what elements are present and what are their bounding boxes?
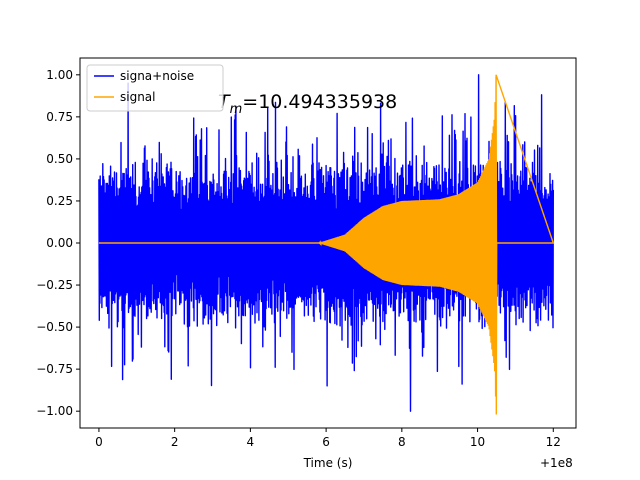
y-tick-label: −1.00 — [36, 404, 73, 418]
y-tick-label: −0.75 — [36, 362, 73, 376]
x-tick-label: 10 — [470, 435, 485, 449]
annotation-subscript: m — [230, 102, 243, 117]
series-signal-line — [98, 74, 555, 415]
legend-label-signa-noise: signa+noise — [120, 69, 194, 83]
x-tick-label: 8 — [398, 435, 406, 449]
merger-time-annotation: Tm=10.494335938 — [218, 91, 397, 117]
y-tick-label: −0.25 — [36, 278, 73, 292]
y-tick-label: 0.75 — [46, 110, 73, 124]
y-tick-label: 0.50 — [46, 152, 73, 166]
y-axis: −1.00 −0.75 −0.50 −0.25 0.00 0.25 0.50 0.75 1.00 — [36, 68, 80, 418]
plot-area — [98, 74, 555, 415]
x-tick-label: 0 — [95, 435, 103, 449]
x-tick-label: 12 — [546, 435, 561, 449]
x-tick-label: 4 — [247, 435, 255, 449]
x-tick-label: 2 — [171, 435, 179, 449]
annotation-value: =10.494335938 — [242, 91, 397, 113]
legend-label-signal: signal — [120, 90, 156, 104]
legend: signa+noise signal — [86, 64, 224, 112]
y-tick-label: 1.00 — [46, 68, 73, 82]
y-tick-label: −0.50 — [36, 320, 73, 334]
x-axis-label: Time (s) — [303, 456, 353, 470]
x-axis: 0 2 4 6 8 10 12 — [95, 428, 561, 449]
legend-box — [86, 64, 224, 112]
x-axis-offset-label: +1e8 — [540, 456, 573, 470]
svg-text:Tm=10.494335938: Tm=10.494335938 — [218, 91, 397, 117]
y-tick-label: 0.25 — [46, 194, 73, 208]
y-tick-label: 0.00 — [46, 236, 73, 250]
x-tick-label: 6 — [322, 435, 330, 449]
